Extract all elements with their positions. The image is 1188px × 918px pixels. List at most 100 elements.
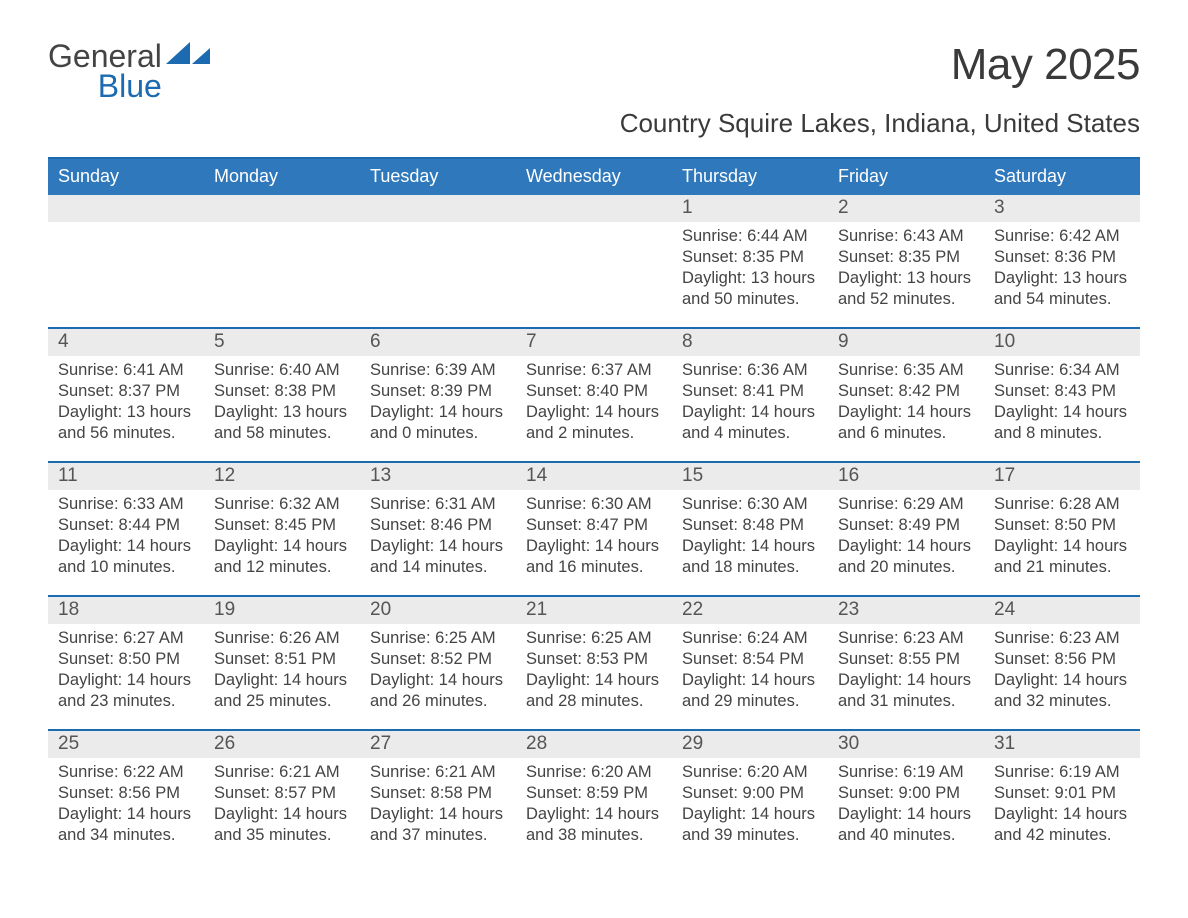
day-number: 15 <box>672 463 828 490</box>
day-body: Sunrise: 6:25 AMSunset: 8:52 PMDaylight:… <box>360 628 516 712</box>
calendar-day-cell: 5Sunrise: 6:40 AMSunset: 8:38 PMDaylight… <box>204 329 360 461</box>
calendar-header-cell: Saturday <box>984 159 1140 195</box>
sunrise-line: Sunrise: 6:40 AM <box>214 360 350 381</box>
sunrise-line: Sunrise: 6:29 AM <box>838 494 974 515</box>
daylight-line: Daylight: 14 hours and 2 minutes. <box>526 402 662 444</box>
day-number: 21 <box>516 597 672 624</box>
sunset-line: Sunset: 8:39 PM <box>370 381 506 402</box>
sunrise-line: Sunrise: 6:19 AM <box>994 762 1130 783</box>
daylight-line: Daylight: 14 hours and 25 minutes. <box>214 670 350 712</box>
daylight-line: Daylight: 14 hours and 31 minutes. <box>838 670 974 712</box>
sunset-line: Sunset: 8:56 PM <box>58 783 194 804</box>
sunset-line: Sunset: 8:55 PM <box>838 649 974 670</box>
sunset-line: Sunset: 8:35 PM <box>682 247 818 268</box>
day-body: Sunrise: 6:20 AMSunset: 9:00 PMDaylight:… <box>672 762 828 846</box>
day-body: Sunrise: 6:35 AMSunset: 8:42 PMDaylight:… <box>828 360 984 444</box>
daylight-line: Daylight: 14 hours and 29 minutes. <box>682 670 818 712</box>
sunset-line: Sunset: 8:57 PM <box>214 783 350 804</box>
calendar-day-cell: 26Sunrise: 6:21 AMSunset: 8:57 PMDayligh… <box>204 731 360 863</box>
sunrise-line: Sunrise: 6:39 AM <box>370 360 506 381</box>
day-number: 10 <box>984 329 1140 356</box>
calendar-header-cell: Sunday <box>48 159 204 195</box>
sunrise-line: Sunrise: 6:36 AM <box>682 360 818 381</box>
day-body: Sunrise: 6:23 AMSunset: 8:56 PMDaylight:… <box>984 628 1140 712</box>
logo-word-2: Blue <box>48 70 162 102</box>
calendar: SundayMondayTuesdayWednesdayThursdayFrid… <box>48 157 1140 863</box>
day-number: 25 <box>48 731 204 758</box>
day-body: Sunrise: 6:26 AMSunset: 8:51 PMDaylight:… <box>204 628 360 712</box>
calendar-day-cell: 13Sunrise: 6:31 AMSunset: 8:46 PMDayligh… <box>360 463 516 595</box>
daylight-line: Daylight: 14 hours and 6 minutes. <box>838 402 974 444</box>
day-body: Sunrise: 6:24 AMSunset: 8:54 PMDaylight:… <box>672 628 828 712</box>
calendar-day-cell: 24Sunrise: 6:23 AMSunset: 8:56 PMDayligh… <box>984 597 1140 729</box>
daylight-line: Daylight: 14 hours and 8 minutes. <box>994 402 1130 444</box>
calendar-day-cell <box>516 195 672 327</box>
calendar-day-cell: 3 Sunrise: 6:42 AMSunset: 8:36 PMDaylight… <box>984 195 1140 327</box>
logo: General Blue <box>48 40 210 102</box>
sunset-line: Sunset: 8:53 PM <box>526 649 662 670</box>
sunset-line: Sunset: 8:52 PM <box>370 649 506 670</box>
sunset-line: Sunset: 8:50 PM <box>994 515 1130 536</box>
sunset-line: Sunset: 8:36 PM <box>994 247 1130 268</box>
calendar-day-cell: 28Sunrise: 6:20 AMSunset: 8:59 PMDayligh… <box>516 731 672 863</box>
daylight-line: Daylight: 14 hours and 18 minutes. <box>682 536 818 578</box>
title-block: May 2025 Country Squire Lakes, Indiana, … <box>620 40 1140 139</box>
sunset-line: Sunset: 9:01 PM <box>994 783 1130 804</box>
sunrise-line: Sunrise: 6:30 AM <box>526 494 662 515</box>
daylight-line: Daylight: 14 hours and 40 minutes. <box>838 804 974 846</box>
daylight-line: Daylight: 14 hours and 26 minutes. <box>370 670 506 712</box>
day-number: 14 <box>516 463 672 490</box>
calendar-day-cell: 7Sunrise: 6:37 AMSunset: 8:40 PMDaylight… <box>516 329 672 461</box>
sunrise-line: Sunrise: 6:22 AM <box>58 762 194 783</box>
calendar-day-cell: 31 Sunrise: 6:19 AMSunset: 9:01 PMDayligh… <box>984 731 1140 863</box>
day-body: Sunrise: 6:23 AMSunset: 8:55 PMDaylight:… <box>828 628 984 712</box>
day-body: Sunrise: 6:32 AMSunset: 8:45 PMDaylight:… <box>204 494 360 578</box>
sunset-line: Sunset: 8:54 PM <box>682 649 818 670</box>
sunset-line: Sunset: 8:42 PM <box>838 381 974 402</box>
sunset-line: Sunset: 9:00 PM <box>838 783 974 804</box>
day-number: 3 <box>984 195 1140 222</box>
day-body: Sunrise: 6:21 AMSunset: 8:57 PMDaylight:… <box>204 762 360 846</box>
day-body: Sunrise: 6:19 AMSunset: 9:01 PMDaylight:… <box>984 762 1140 846</box>
day-body: Sunrise: 6:22 AMSunset: 8:56 PMDaylight:… <box>48 762 204 846</box>
daylight-line: Daylight: 14 hours and 28 minutes. <box>526 670 662 712</box>
sunset-line: Sunset: 8:45 PM <box>214 515 350 536</box>
sunrise-line: Sunrise: 6:20 AM <box>526 762 662 783</box>
calendar-day-cell: 29Sunrise: 6:20 AMSunset: 9:00 PMDayligh… <box>672 731 828 863</box>
day-body: Sunrise: 6:41 AMSunset: 8:37 PMDaylight:… <box>48 360 204 444</box>
day-body: Sunrise: 6:36 AMSunset: 8:41 PMDaylight:… <box>672 360 828 444</box>
day-number: 5 <box>204 329 360 356</box>
daylight-line: Daylight: 14 hours and 37 minutes. <box>370 804 506 846</box>
day-number: 6 <box>360 329 516 356</box>
day-number: 31 <box>984 731 1140 758</box>
daylight-line: Daylight: 14 hours and 39 minutes. <box>682 804 818 846</box>
day-body: Sunrise: 6:33 AMSunset: 8:44 PMDaylight:… <box>48 494 204 578</box>
day-body: Sunrise: 6:20 AMSunset: 8:59 PMDaylight:… <box>516 762 672 846</box>
sunset-line: Sunset: 8:58 PM <box>370 783 506 804</box>
daylight-line: Daylight: 14 hours and 35 minutes. <box>214 804 350 846</box>
daylight-line: Daylight: 14 hours and 16 minutes. <box>526 536 662 578</box>
daylight-line: Daylight: 13 hours and 56 minutes. <box>58 402 194 444</box>
sunrise-line: Sunrise: 6:35 AM <box>838 360 974 381</box>
daylight-line: Daylight: 14 hours and 12 minutes. <box>214 536 350 578</box>
day-body: Sunrise: 6:42 AMSunset: 8:36 PMDaylight:… <box>984 226 1140 310</box>
sunset-line: Sunset: 8:47 PM <box>526 515 662 536</box>
location-subtitle: Country Squire Lakes, Indiana, United St… <box>620 108 1140 139</box>
sunrise-line: Sunrise: 6:24 AM <box>682 628 818 649</box>
day-body: Sunrise: 6:43 AMSunset: 8:35 PMDaylight:… <box>828 226 984 310</box>
sunrise-line: Sunrise: 6:25 AM <box>370 628 506 649</box>
calendar-header-cell: Friday <box>828 159 984 195</box>
day-body: Sunrise: 6:34 AMSunset: 8:43 PMDaylight:… <box>984 360 1140 444</box>
sunrise-line: Sunrise: 6:34 AM <box>994 360 1130 381</box>
day-number: 23 <box>828 597 984 624</box>
sunrise-line: Sunrise: 6:19 AM <box>838 762 974 783</box>
calendar-header-cell: Thursday <box>672 159 828 195</box>
day-number: 18 <box>48 597 204 624</box>
daylight-line: Daylight: 14 hours and 4 minutes. <box>682 402 818 444</box>
day-number: 16 <box>828 463 984 490</box>
daylight-line: Daylight: 14 hours and 14 minutes. <box>370 536 506 578</box>
daylight-line: Daylight: 13 hours and 54 minutes. <box>994 268 1130 310</box>
day-number: 20 <box>360 597 516 624</box>
calendar-week-row: 25Sunrise: 6:22 AMSunset: 8:56 PMDayligh… <box>48 729 1140 863</box>
sunrise-line: Sunrise: 6:41 AM <box>58 360 194 381</box>
